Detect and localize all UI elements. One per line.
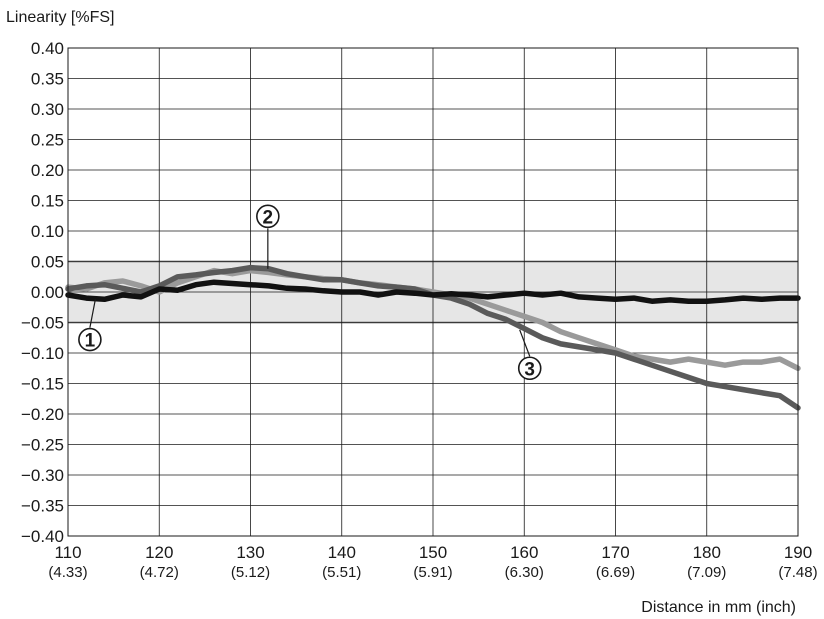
x-tick-label: 110: [54, 543, 81, 562]
annotation-circle-3: [517, 356, 542, 381]
y-tick-label: −0.05: [21, 314, 64, 333]
x-tick-sublabel: (6.30): [505, 564, 544, 581]
plot-frame: [67, 47, 799, 537]
y-tick-label: −0.15: [21, 375, 64, 394]
annotation-layer: 1 2 3: [78, 204, 542, 381]
x-tick-label: 120: [145, 543, 173, 562]
annotation-leader-1: [89, 299, 96, 328]
y-tick-label: −0.30: [21, 466, 64, 485]
y-tick-label: −0.20: [21, 405, 64, 424]
x-tick-label: 140: [328, 543, 356, 562]
x-tick-sublabel: (4.72): [140, 564, 179, 581]
x-tick-label: 190: [784, 543, 812, 562]
y-tick-label: 0.40: [31, 39, 64, 58]
y-tick-label: 0.10: [31, 222, 64, 241]
y-tick-label: 0.00: [31, 283, 64, 302]
annotation-label-3: 3: [524, 359, 535, 380]
annotation-circle-2: [256, 204, 280, 229]
y-axis-title: Linearity [%FS]: [6, 9, 114, 26]
y-tick-label: −0.35: [21, 497, 64, 516]
annotation-label-1: 1: [85, 331, 96, 352]
y-tick-label: −0.40: [21, 527, 64, 546]
y-tick-label: 0.20: [31, 161, 64, 180]
y-tick-label: 0.30: [31, 100, 64, 119]
x-tick-label: 150: [419, 543, 447, 562]
x-tick-sublabel: (5.51): [322, 564, 361, 581]
y-tick-label: 0.25: [31, 131, 64, 150]
annotation-label-2: 2: [263, 207, 274, 228]
series-layer: [65, 264, 801, 411]
x-tick-sublabel: (6.69): [596, 564, 635, 581]
x-tick-sublabel: (7.09): [687, 564, 726, 581]
y-tick-label: 0.15: [31, 192, 64, 211]
x-axis-title: Distance in mm (inch): [641, 599, 796, 616]
tick-label-layer: 0.40 0.35 0.30 0.25 0.20 0.15 0.10 0.05 0.00 −0.0…: [21, 39, 818, 581]
series-line-2: [65, 267, 801, 372]
y-tick-label: −0.25: [21, 436, 64, 455]
x-tick-label: 170: [601, 543, 629, 562]
x-tick-sublabel: (7.48): [778, 564, 817, 581]
series-line-1: [65, 279, 801, 304]
annotation-circle-1: [78, 327, 102, 352]
x-tick-sublabel: (5.12): [231, 564, 270, 581]
x-tick-label: 180: [693, 543, 721, 562]
x-tick-label: 160: [510, 543, 538, 562]
annotation-leader-3: [519, 329, 531, 357]
x-tick-label: 130: [236, 543, 264, 562]
y-tick-label: 0.05: [31, 253, 64, 272]
x-tick-sublabel: (5.91): [413, 564, 452, 581]
y-tick-label: 0.35: [31, 70, 64, 89]
x-tick-sublabel: (4.33): [48, 564, 87, 581]
y-tick-label: −0.10: [21, 344, 64, 363]
